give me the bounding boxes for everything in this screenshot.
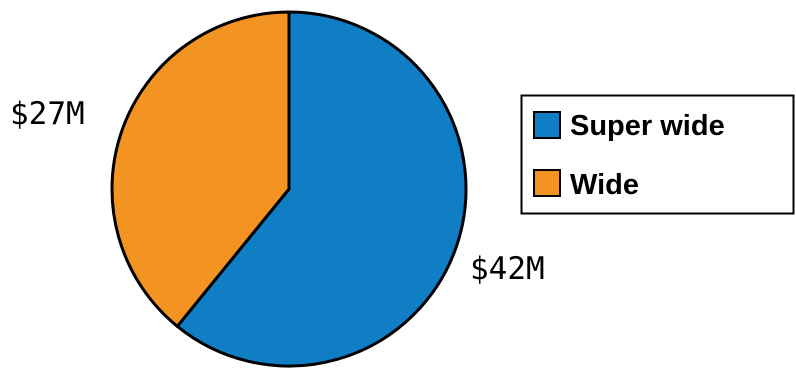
pie-data-labels: $42M $27M: [10, 96, 545, 287]
pie-slice-wide: [110, 10, 291, 328]
data-label-wide: $27M: [10, 96, 85, 132]
legend-swatch-super-wide: [533, 111, 561, 139]
pie-slice-super-wide: [175, 10, 468, 368]
legend-swatch-wide: [533, 169, 561, 197]
pie-slices: [110, 10, 468, 368]
legend-label-super-wide: Super wide: [570, 110, 725, 142]
data-label-super-wide: $42M: [470, 251, 545, 287]
legend-label-wide: Wide: [570, 169, 639, 201]
legend: Super wide Wide: [520, 94, 795, 215]
legend-frame: [520, 94, 795, 215]
